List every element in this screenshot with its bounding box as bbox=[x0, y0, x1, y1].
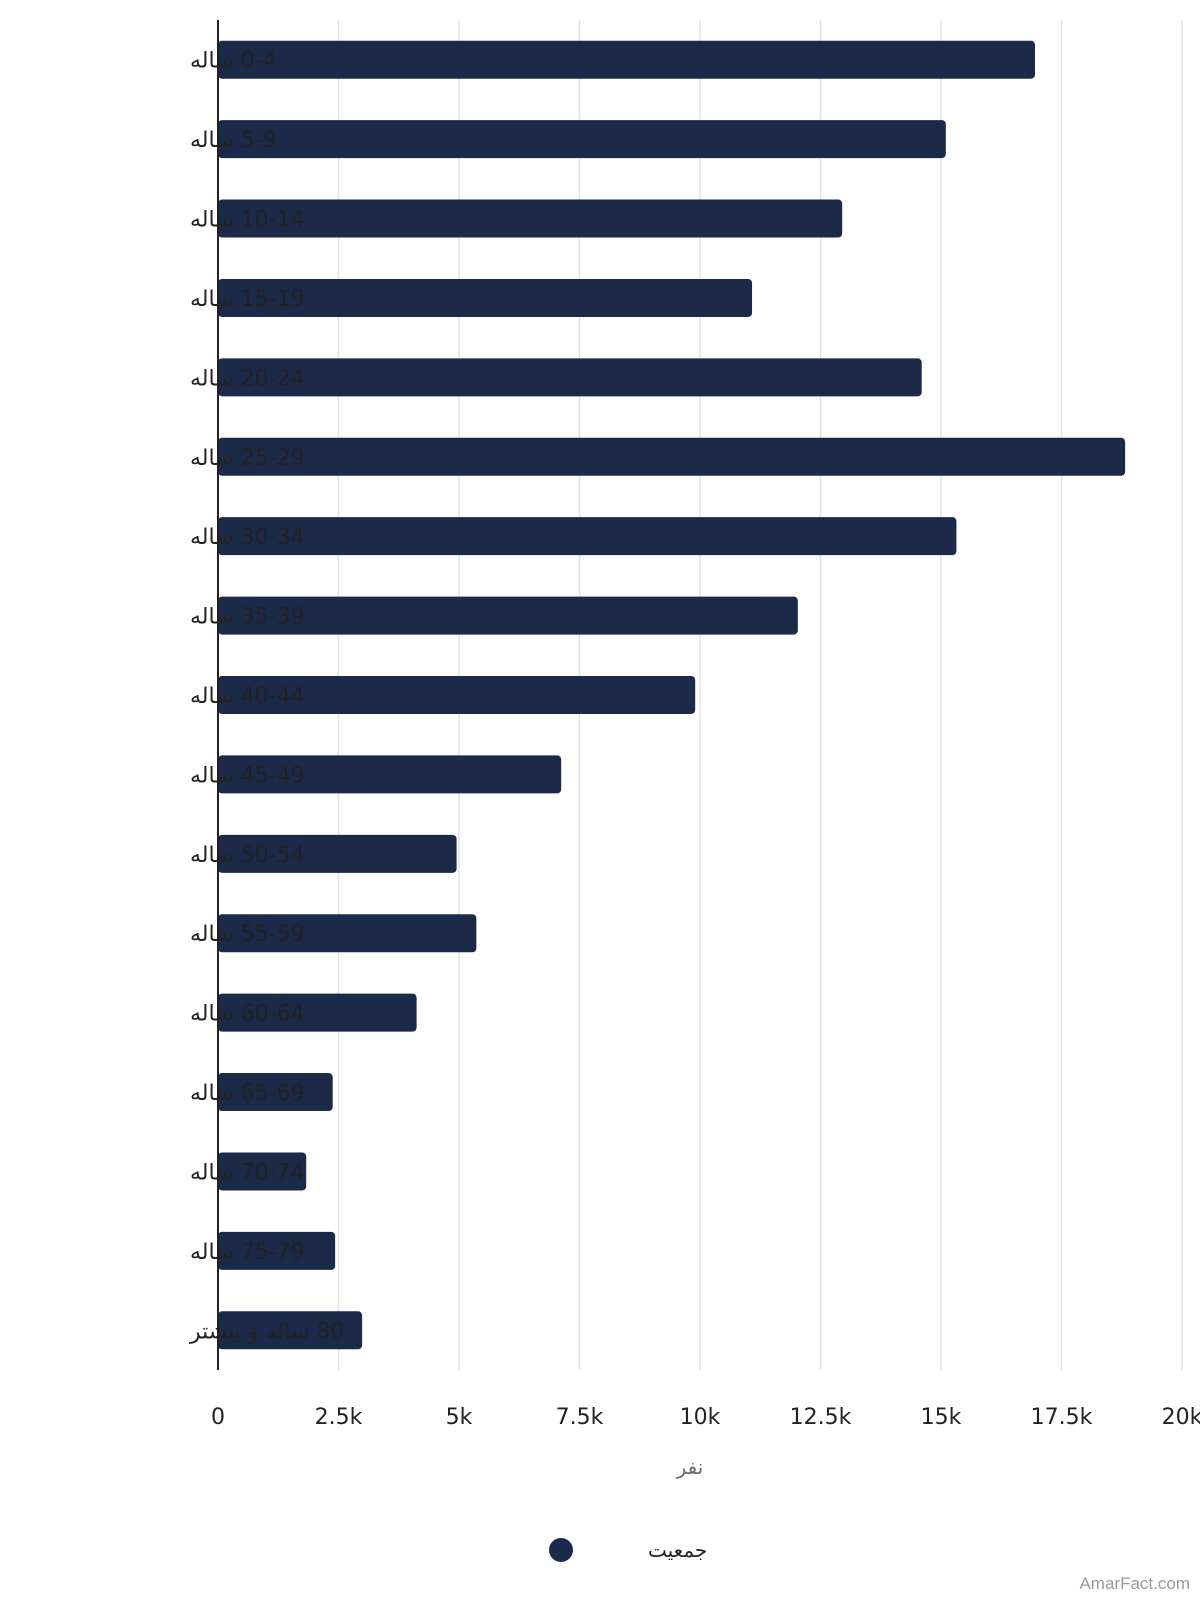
bar bbox=[218, 120, 946, 159]
bar bbox=[218, 1073, 333, 1112]
category-label: 65-69 ساله bbox=[190, 1081, 305, 1106]
bar bbox=[218, 834, 457, 873]
category-label: 0-4 ساله bbox=[190, 49, 277, 74]
legend-label: جمعیت bbox=[648, 1538, 707, 1562]
watermark: AmarFact.com bbox=[1079, 1574, 1190, 1593]
category-label: 20-24 ساله bbox=[190, 366, 305, 391]
bars bbox=[218, 40, 1126, 1350]
bar bbox=[218, 993, 417, 1032]
x-tick-label: 17.5k bbox=[1031, 1405, 1093, 1430]
category-label: 10-14 ساله bbox=[190, 208, 305, 233]
bar bbox=[218, 596, 798, 635]
x-axis-title: نفر bbox=[676, 1455, 704, 1479]
x-tick-label: 0 bbox=[211, 1405, 225, 1430]
x-tick-label: 20k bbox=[1162, 1405, 1200, 1430]
category-label: 50-54 ساله bbox=[190, 843, 305, 868]
bar bbox=[218, 914, 477, 953]
bar bbox=[218, 278, 753, 317]
category-label: 80 ساله و بیشتر bbox=[189, 1319, 344, 1344]
bar bbox=[218, 437, 1126, 476]
bar bbox=[218, 517, 957, 556]
category-label: 75-79 ساله bbox=[190, 1240, 305, 1265]
x-tick-label: 10k bbox=[680, 1405, 721, 1430]
bar bbox=[218, 40, 1035, 79]
bar bbox=[218, 358, 922, 397]
bar bbox=[218, 676, 696, 714]
category-label: 15-19 ساله bbox=[190, 287, 305, 312]
category-label: 25-29 ساله bbox=[190, 446, 305, 471]
category-label: 45-49 ساله bbox=[190, 763, 305, 788]
category-labels: 0-4 ساله 5-9 ساله 10-14 ساله 15-19 ساله 20-2… bbox=[189, 49, 344, 1345]
category-label: 35-39 ساله bbox=[190, 605, 305, 630]
bar bbox=[218, 1231, 336, 1270]
x-tick-label: 2.5k bbox=[315, 1405, 363, 1430]
legend[interactable]: جمعیت bbox=[549, 1538, 707, 1562]
bar bbox=[218, 199, 843, 238]
category-label: 55-59 ساله bbox=[190, 922, 305, 947]
category-label: 5-9 ساله bbox=[190, 128, 277, 153]
x-tick-label: 5k bbox=[446, 1405, 473, 1430]
x-tick-label: 15k bbox=[921, 1405, 962, 1430]
x-tick-labels: 0 2.5k 5k 7.5k 10k 12.5k 15k 17.5k 20k bbox=[211, 1405, 1200, 1430]
legend-swatch bbox=[549, 1538, 573, 1562]
x-tick-label: 12.5k bbox=[790, 1405, 852, 1430]
bar bbox=[218, 1152, 307, 1191]
bar bbox=[218, 1311, 363, 1350]
category-label: 70-74 ساله bbox=[190, 1160, 305, 1185]
bar bbox=[218, 755, 562, 794]
category-label: 40-44 ساله bbox=[190, 684, 305, 709]
category-label: 60-64 ساله bbox=[190, 1002, 305, 1027]
category-label: 30-34 ساله bbox=[190, 525, 305, 550]
x-tick-label: 7.5k bbox=[556, 1405, 604, 1430]
